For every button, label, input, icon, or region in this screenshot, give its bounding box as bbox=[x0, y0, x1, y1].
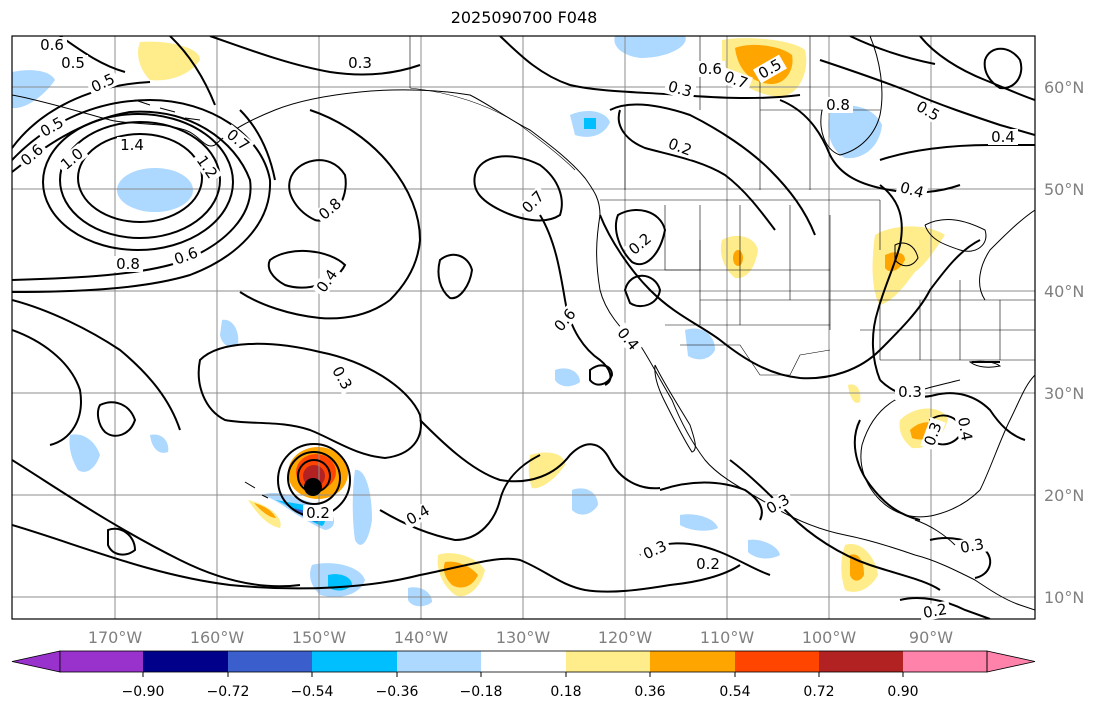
colorbar-segment bbox=[143, 651, 228, 672]
contour-label: 0.6 bbox=[698, 60, 722, 78]
contour-label: 0.8 bbox=[116, 255, 140, 273]
lon-tick-label: 120°W bbox=[598, 628, 653, 647]
contour-label: 0.2 bbox=[306, 504, 330, 522]
lon-tick-label: 150°W bbox=[292, 628, 347, 647]
lon-tick-label: 90°W bbox=[909, 628, 953, 647]
map-title: 2025090700 F048 bbox=[450, 8, 598, 27]
colorbar-tick-label: −0.54 bbox=[291, 684, 334, 700]
contour-label: 0.4 bbox=[954, 416, 976, 443]
colorbar-segment bbox=[566, 651, 650, 672]
lon-tick-label: 170°W bbox=[88, 628, 143, 647]
colorbar-segment bbox=[481, 651, 566, 672]
contour-label: 0.3 bbox=[666, 77, 694, 101]
colorbar-tick-label: 0.54 bbox=[719, 684, 750, 700]
colorbar-segment bbox=[228, 651, 312, 672]
contour-label: 0.4 bbox=[991, 128, 1015, 146]
colorbar-extend-low bbox=[11, 650, 61, 673]
contour-label: 0.5 bbox=[61, 54, 85, 72]
lat-tick-label: 60°N bbox=[1044, 78, 1084, 97]
colorbar-segment bbox=[735, 651, 819, 672]
contour-label: 0.4 bbox=[898, 178, 926, 202]
lon-tick-label: 100°W bbox=[802, 628, 857, 647]
contour-lines bbox=[12, 36, 1035, 619]
colorbar-tick-label: 0.72 bbox=[803, 684, 834, 700]
contour-label: 0.2 bbox=[696, 555, 720, 573]
lat-tick-label: 30°N bbox=[1044, 384, 1084, 403]
map-frame bbox=[11, 35, 1036, 620]
lon-tick-label: 110°W bbox=[700, 628, 755, 647]
colorbar-tick-label: −0.18 bbox=[460, 684, 503, 700]
longitude-tick-labels: 170°W 160°W 150°W 140°W 130°W 120°W 110°W 100°W… bbox=[88, 628, 953, 647]
contour-label: 0.3 bbox=[959, 535, 986, 557]
colorbar-segment bbox=[819, 651, 903, 672]
colorbar-segment bbox=[903, 651, 987, 672]
colorbar-extend-high bbox=[986, 650, 1036, 673]
colorbar-segment bbox=[650, 651, 735, 672]
lat-tick-label: 10°N bbox=[1044, 588, 1084, 607]
colorbar-tick-label: 0.18 bbox=[550, 684, 581, 700]
contour-label: 0.8 bbox=[826, 96, 850, 114]
lat-tick-label: 40°N bbox=[1044, 282, 1084, 301]
colorbar-frame bbox=[59, 650, 988, 673]
lat-tick-label: 50°N bbox=[1044, 180, 1084, 199]
colorbar-tick-label: 0.36 bbox=[634, 684, 665, 700]
colorbar-tick-label: −0.72 bbox=[207, 684, 250, 700]
colorbar-segment bbox=[312, 651, 397, 672]
lon-tick-label: 130°W bbox=[496, 628, 551, 647]
contour-label: 1.4 bbox=[120, 136, 144, 154]
colorbar-tick-label: −0.36 bbox=[376, 684, 419, 700]
contour-label: 0.3 bbox=[348, 54, 372, 72]
contour-label: 0.2 bbox=[922, 600, 949, 622]
latitude-tick-labels: 60°N 50°N 40°N 30°N 20°N 10°N bbox=[1044, 78, 1084, 607]
lon-tick-label: 160°W bbox=[190, 628, 245, 647]
colorbar-segment bbox=[397, 651, 481, 672]
lon-tick-label: 140°W bbox=[394, 628, 449, 647]
contour-label: 0.3 bbox=[898, 383, 922, 401]
colorbar-segment bbox=[60, 651, 143, 672]
colorbar-tick-label: −0.90 bbox=[122, 684, 165, 700]
colorbar: −0.90 −0.72 −0.54 −0.36 −0.18 0.18 0.36 0.54 0.7… bbox=[11, 650, 1036, 700]
lat-tick-label: 20°N bbox=[1044, 486, 1084, 505]
contour-label: 0.6 bbox=[40, 36, 64, 54]
colorbar-tick-label: 0.90 bbox=[887, 684, 918, 700]
